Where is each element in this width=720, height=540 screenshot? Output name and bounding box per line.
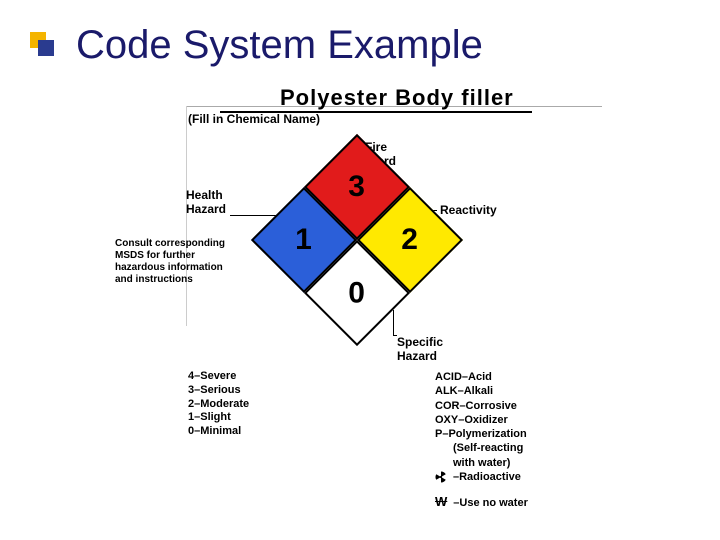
- reactivity-label: Reactivity: [440, 203, 497, 217]
- legend-line: 0–Minimal: [188, 425, 249, 439]
- consult-note: Consult corresponding MSDS for further h…: [115, 238, 235, 286]
- legend-line: ACID–Acid: [435, 370, 528, 384]
- legend-line: 4–Severe: [188, 370, 249, 384]
- fire-value: 3: [349, 170, 366, 204]
- specific-hazard-label: SpecificHazard: [397, 335, 443, 364]
- legend-line: 1–Slight: [188, 411, 249, 425]
- chemical-name: Polyester Body filler: [220, 85, 532, 113]
- legend-line: COR–Corrosive: [435, 399, 528, 413]
- reactivity-value: 2: [402, 223, 419, 257]
- legend-line: 3–Serious: [188, 384, 249, 398]
- slide-title: Code System Example: [76, 23, 483, 68]
- codes-legend: ACID–Acid ALK–Alkali COR–Corrosive OXY–O…: [435, 370, 528, 511]
- nfpa-diamond: 3 2 1 0: [251, 134, 463, 346]
- no-water-icon: W: [435, 494, 447, 511]
- title-bullet-icon: [30, 32, 56, 58]
- legend-line: ALK–Alkali: [435, 384, 528, 398]
- legend-subline: (Self-reacting: [435, 441, 528, 455]
- radioactive-icon: [435, 471, 447, 483]
- legend-line: 2–Moderate: [188, 398, 249, 412]
- slide-title-row: Code System Example: [30, 20, 483, 70]
- severity-legend: 4–Severe 3–Serious 2–Moderate 1–Slight 0…: [188, 370, 249, 439]
- health-hazard-label: HealthHazard: [186, 188, 226, 217]
- legend-line: P–Polymerization: [435, 427, 528, 441]
- health-value: 1: [296, 223, 313, 257]
- legend-subline: with water): [435, 456, 528, 470]
- pointer-line: [393, 310, 394, 335]
- legend-line: –Use no water: [453, 496, 528, 510]
- fill-in-label: (Fill in Chemical Name): [188, 112, 320, 126]
- pointer-line: [393, 335, 397, 336]
- legend-line: –Radioactive: [453, 470, 521, 484]
- specific-value: 0: [349, 276, 366, 310]
- legend-line: OXY–Oxidizer: [435, 413, 528, 427]
